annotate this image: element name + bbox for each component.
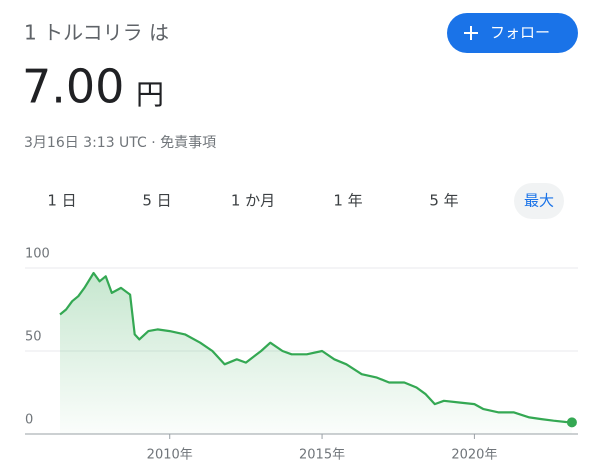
range-tab[interactable]: 5 日	[142, 192, 171, 210]
range-tab[interactable]: 5 年	[429, 192, 458, 210]
price-value: 7.00	[22, 60, 124, 114]
price-line	[59, 271, 572, 424]
range-tab[interactable]: 1 年	[333, 192, 362, 210]
button-bg[interactable]	[447, 13, 578, 53]
button-label[interactable]: フォロー	[490, 24, 550, 42]
y-tick-label: 100	[25, 247, 50, 262]
range-tab[interactable]: 1 か月	[231, 192, 275, 210]
title: 1 トルコリラ は	[24, 21, 169, 45]
last-point	[566, 417, 577, 428]
x-tick-label: 2010年	[147, 448, 193, 463]
follow-button[interactable]: フォロー	[447, 13, 578, 53]
timestamp: 3月16日 3:13 UTC · 免責事項	[24, 135, 216, 151]
x-tick-label: 2020年	[451, 448, 497, 463]
tab-selected-bg	[514, 183, 564, 219]
area-fill	[60, 273, 572, 434]
y-tick-label: 0	[25, 413, 33, 428]
range-tab[interactable]: 最大	[524, 192, 554, 210]
x-tick-label: 2015年	[299, 448, 345, 463]
range-tab[interactable]: 1 日	[47, 192, 76, 210]
price-unit: 円	[136, 78, 164, 111]
y-tick-label: 50	[25, 330, 42, 345]
